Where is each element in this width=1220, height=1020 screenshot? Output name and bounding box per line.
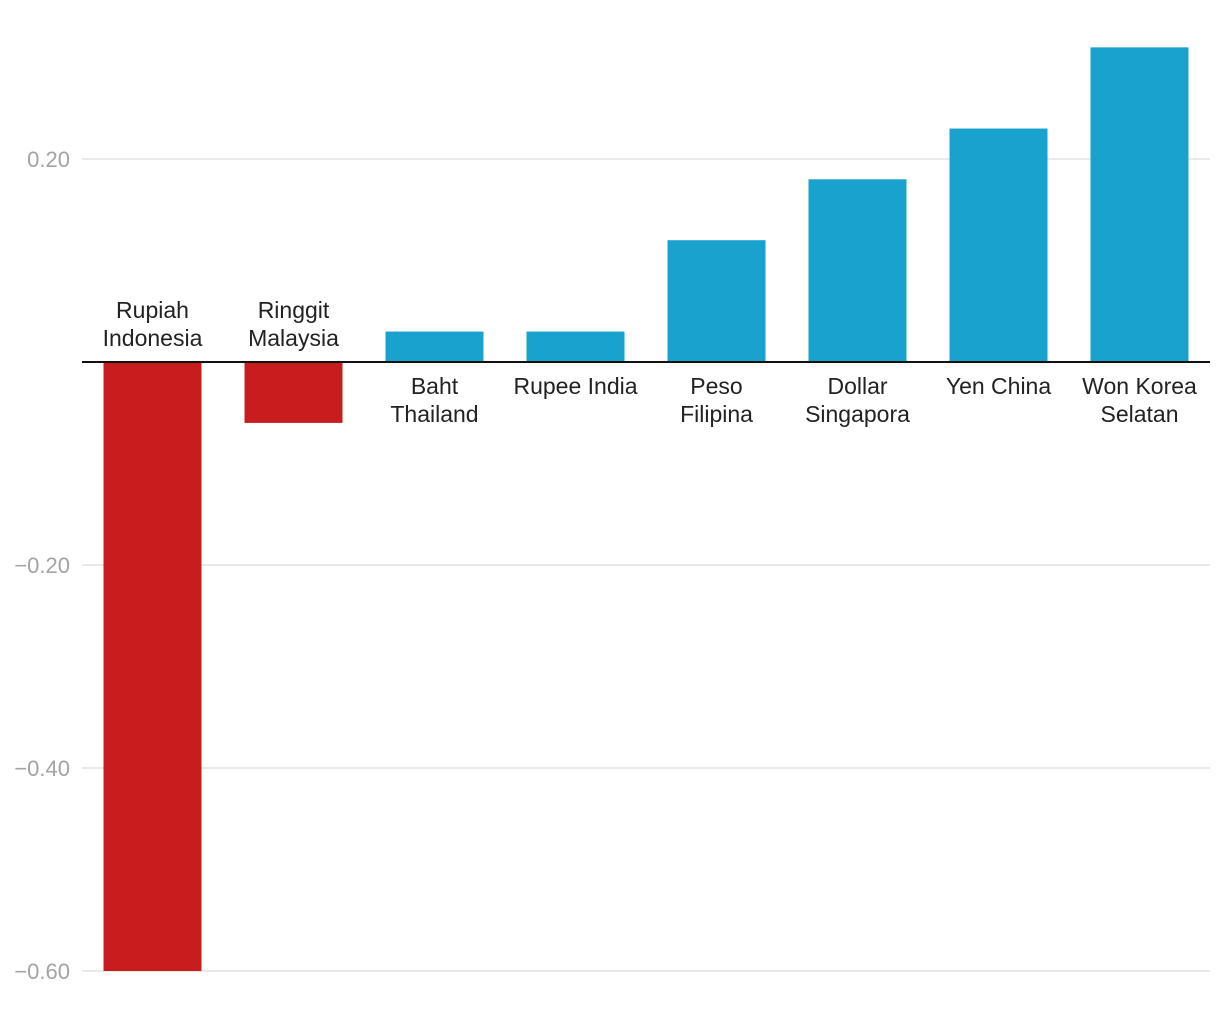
bar: [526, 331, 625, 362]
category-label-line: Won Korea: [1082, 373, 1197, 399]
bar: [949, 128, 1048, 362]
category-label: Ringgit Malaysia: [248, 297, 339, 351]
category-label-line: Baht: [411, 373, 459, 399]
category-label-line: Indonesia: [103, 325, 203, 351]
category-label: Dollar Singapora: [805, 373, 910, 427]
bar: [1090, 47, 1189, 362]
y-tick-label: 0.20: [27, 147, 70, 172]
category-label-line: Selatan: [1100, 401, 1178, 427]
category-label-line: Rupee India: [513, 373, 637, 399]
y-tick-label: −0.20: [14, 553, 70, 578]
category-label: Baht Thailand: [390, 373, 478, 427]
category-label-line: Ringgit: [258, 297, 330, 323]
category-label: Peso Filipina: [680, 373, 753, 427]
bar: [667, 240, 766, 362]
category-label-line: Yen China: [946, 373, 1052, 399]
category-label-line: Malaysia: [248, 325, 339, 351]
bars: [103, 47, 1189, 971]
y-tick-label: −0.60: [14, 959, 70, 984]
category-labels: Rupiah Indonesia Ringgit Malaysia Baht Thaila…: [103, 297, 1197, 427]
category-label-line: Peso: [690, 373, 742, 399]
bar: [244, 362, 343, 423]
category-label: Rupee India: [513, 373, 637, 399]
y-axis-tick-labels: 0.20 −0.20 −0.40 −0.60: [14, 147, 70, 984]
category-label-line: Dollar: [827, 373, 887, 399]
bar: [808, 179, 907, 362]
y-tick-label: −0.40: [14, 756, 70, 781]
category-label: Won Korea Selatan: [1082, 373, 1197, 427]
bar: [103, 362, 202, 971]
category-label-line: Filipina: [680, 401, 753, 427]
bar: [385, 331, 484, 362]
category-label: Rupiah Indonesia: [103, 297, 203, 351]
category-label-line: Rupiah: [116, 297, 189, 323]
category-label-line: Thailand: [390, 401, 478, 427]
category-label-line: Singapora: [805, 401, 910, 427]
category-label: Yen China: [946, 373, 1052, 399]
